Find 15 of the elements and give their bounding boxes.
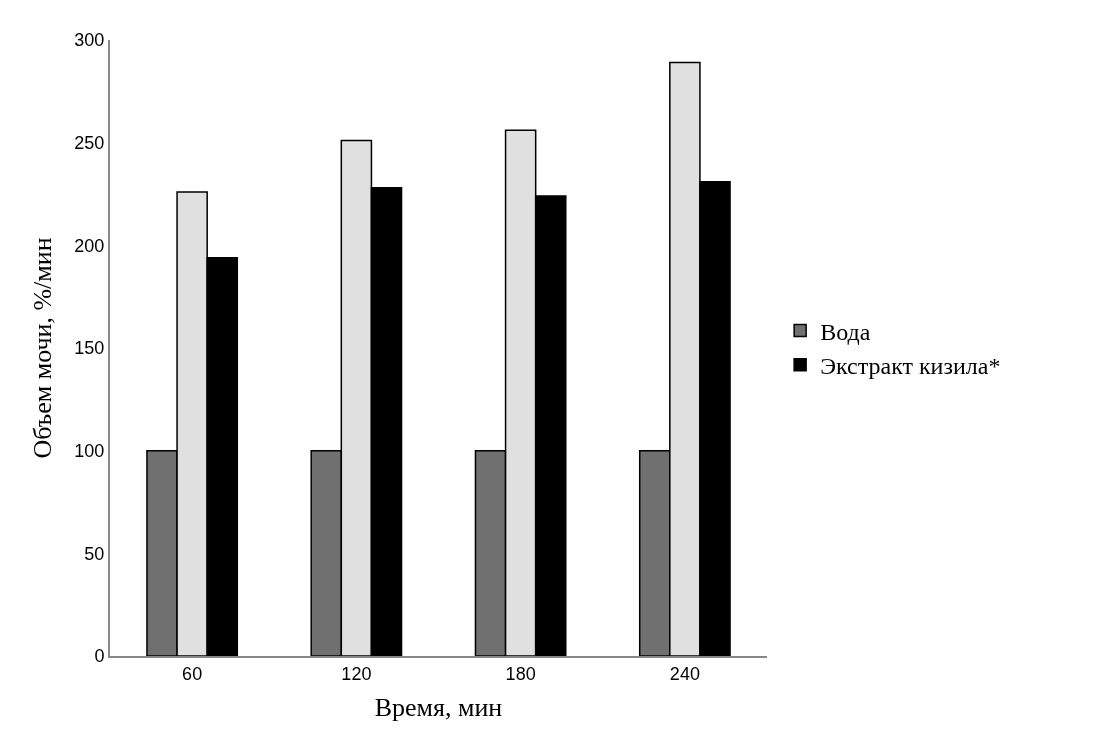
y-axis-title: Объем мочи, %/мин bbox=[28, 237, 58, 459]
x-tick-label: 240 bbox=[669, 663, 700, 684]
legend-label: Экстракт кизила* bbox=[820, 353, 1001, 380]
x-tick-label: 60 bbox=[182, 663, 203, 684]
y-tick-label: 100 bbox=[74, 440, 105, 461]
y-tick-label: 200 bbox=[74, 235, 105, 256]
x-tick-label: 180 bbox=[505, 663, 536, 684]
x-tick-label: 120 bbox=[341, 663, 372, 684]
x-axis-title: Время, мин bbox=[374, 692, 503, 722]
y-tick-label: 150 bbox=[74, 338, 105, 359]
y-tick-label: 0 bbox=[94, 646, 105, 667]
y-tick-label: 50 bbox=[84, 543, 105, 564]
legend-label: Вода bbox=[820, 318, 871, 345]
y-tick-label: 250 bbox=[74, 132, 105, 153]
y-tick-label: 300 bbox=[74, 30, 105, 51]
